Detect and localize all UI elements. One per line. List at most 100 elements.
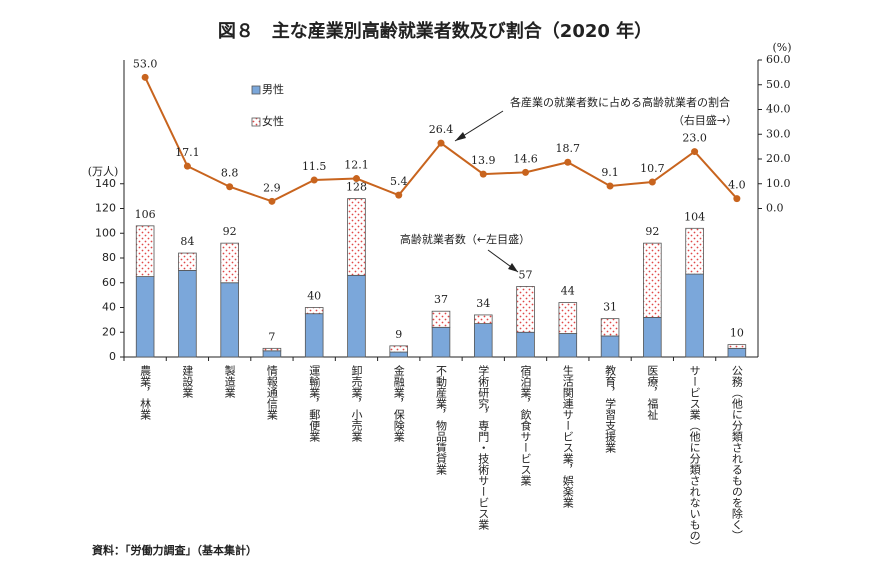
line-point [648,178,656,186]
bar-segment [347,274,366,358]
bar-segment [473,323,493,358]
bar-segment [178,252,197,271]
legend-label: 男性 [262,82,284,96]
y2-tick-label: 40.0 [766,103,791,116]
line-point [141,73,149,81]
bar-segment [558,333,578,358]
y-tick-label: 40 [102,301,116,314]
bar-segment [135,225,155,277]
total-label: 7 [268,330,275,343]
bar-segment [516,331,535,358]
chart-title: 図８ 主な産業別高齢就業者数及び割合（2020 年） [218,20,652,42]
x-tick-label: 学術研究，専門・技術サービス業 [477,364,490,530]
bar-segment [262,350,282,358]
bar-segment [389,351,409,358]
annotation: （右目盛→） [673,113,737,127]
annotation-arrowhead [455,132,466,141]
line-point [437,139,445,147]
y-tick-label: 120 [95,202,116,215]
x-tick-label: サービス業（他に分類されないもの） [688,365,701,552]
value-label: 9.1 [601,166,619,179]
x-tick-label: 建設業 [181,364,194,398]
legend-swatch [251,117,261,127]
total-label: 34 [476,297,490,310]
line-point [733,195,741,203]
line-point [691,148,699,156]
bar-segment [304,313,324,358]
line-point [395,191,403,199]
total-label: 10 [730,327,744,340]
bar-segment [685,227,704,275]
total-label: 31 [603,301,617,314]
value-label: 26.4 [429,123,454,136]
total-label: 44 [561,285,575,298]
bar-segment [304,307,324,315]
line-point [522,168,530,176]
x-tick-label: 不動産業，物品賃貸業 [435,365,448,475]
y2-tick-label: 20.0 [766,152,791,165]
line-point [226,183,234,191]
line-point [268,197,276,205]
value-label: 4.0 [728,179,746,192]
value-label: 8.8 [221,167,239,180]
bar-segment [685,273,704,358]
x-tick-label: 製造業 [223,364,236,398]
y-tick-label: 140 [95,177,116,190]
line-point [310,176,318,184]
bar-segment [262,347,282,352]
bar-segment [558,302,578,334]
line-point [479,170,487,178]
line-point [352,175,360,183]
y-tick-label: 20 [102,325,116,338]
value-label: 12.1 [344,159,369,172]
total-label: 57 [519,268,533,281]
bar-segment [643,242,662,318]
x-tick-label: 生活関連サービス業，娯楽業 [561,364,574,508]
bar-segment [135,276,155,358]
bar-segment [473,314,493,324]
value-label: 14.6 [513,152,538,165]
x-tick-label: 運輸業，郵便業 [308,365,321,442]
bar-segment [600,318,620,337]
x-tick-label: 卸売業，小売業 [350,364,363,442]
y2-tick-label: 50.0 [766,78,791,91]
bar-segment [220,242,239,284]
total-label: 128 [346,181,367,194]
y-tick-label: 60 [102,276,116,289]
x-tick-label: 金融業，保険業 [392,364,405,442]
line-point [564,158,572,166]
bar-segment [643,316,662,358]
bar-segment [220,282,239,358]
bar-segment [431,310,451,328]
value-label: 11.5 [302,160,327,173]
total-label: 106 [135,208,156,221]
bar-segment [600,335,620,358]
y2-unit: (%) [772,41,791,54]
bar-segment [727,344,747,349]
y-unit: (万人) [88,165,119,178]
line-point [183,162,191,170]
x-tick-label: 農業，林業 [139,364,152,420]
y2-tick-label: 10.0 [766,177,791,190]
bar-segment [431,326,451,358]
total-label: 104 [684,210,705,223]
value-label: 18.7 [556,142,581,155]
bar-segment [727,347,747,358]
legend-label: 女性 [262,114,284,128]
total-label: 92 [223,225,237,238]
value-label: 5.4 [390,175,408,188]
bar-segment [347,198,366,276]
bar-segment [516,286,535,333]
x-tick-label: 公務（他に分類されるものを除く） [730,365,743,541]
total-label: 37 [434,293,448,306]
y-tick-label: 0 [109,350,116,363]
line-point [606,182,614,190]
source: 資料：「労働力調査」（基本集計） [92,543,257,557]
total-label: 84 [180,235,194,248]
total-label: 9 [395,328,402,341]
legend-swatch [251,85,261,95]
value-label: 53.0 [133,57,158,70]
value-label: 2.9 [263,181,281,194]
line-annotation: 各産業の就業者数に占める高齢就業者の割合 [510,95,730,109]
